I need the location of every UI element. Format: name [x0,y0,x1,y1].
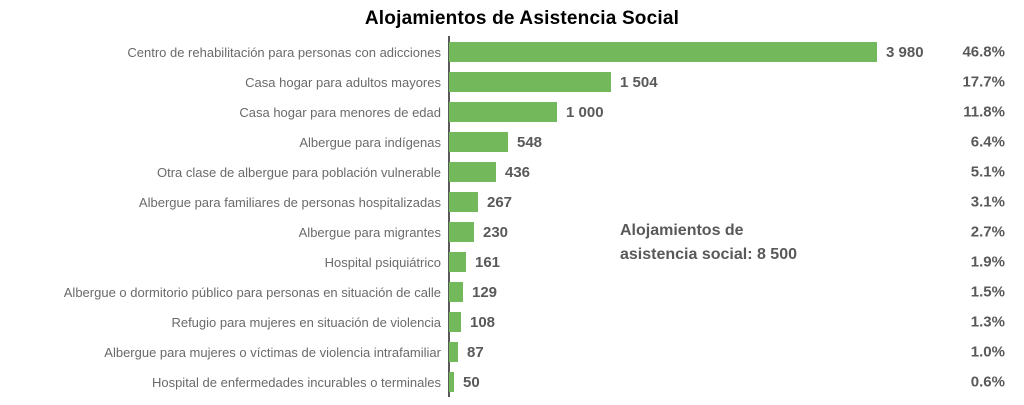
bar [449,252,466,272]
value-label: 267 [487,193,513,211]
category-label: Casa hogar para adultos mayores [245,74,441,90]
percent-label: 1.5% [970,283,1005,301]
category-label: Albergue para familiares de personas hos… [138,194,441,210]
percent-label: 46.8% [962,43,1005,61]
bar-row: Albergue para migrantes 230 2.7% [0,217,1024,247]
bar-row: Centro de rehabilitación para personas c… [0,37,1024,67]
value-label: 87 [467,343,484,361]
bar [449,372,454,392]
percent-label: 11.8% [963,103,1005,121]
value-label: 548 [517,133,543,151]
bar-row: Hospital de enfermedades incurables o te… [0,367,1024,397]
value-label: 1 504 [620,73,658,91]
category-label: Otra clase de albergue para población vu… [156,164,441,180]
bar [449,162,496,182]
bar [449,312,461,332]
percent-label: 5.1% [970,163,1005,181]
y-axis-line [448,36,450,397]
bar-row: Casa hogar para adultos mayores 1 504 17.7… [0,67,1024,97]
total-annotation: Alojamientos de asistencia social: 8 500 [620,219,797,267]
category-label: Hospital de enfermedades incurables o te… [151,374,441,390]
bar [449,72,611,92]
category-label: Albergue para mujeres o víctimas de viol… [104,344,441,360]
bar [449,102,557,122]
value-label: 161 [475,253,501,271]
value-label: 129 [472,283,498,301]
bar-row: Refugio para mujeres en situación de vio… [0,307,1024,337]
bar-rows-container: Centro de rehabilitación para personas c… [0,37,1024,397]
bar [449,192,478,212]
bar [449,222,474,242]
value-label: 50 [463,373,480,391]
total-annotation-line1: Alojamientos de [620,222,744,239]
bar-row: Albergue para familiares de personas hos… [0,187,1024,217]
value-label: 436 [505,163,531,181]
value-label: 108 [470,313,496,331]
bar [449,342,458,362]
chart-title: Alojamientos de Asistencia Social [364,8,680,29]
category-label: Centro de rehabilitación para personas c… [127,44,441,60]
percent-label: 1.3% [970,313,1005,331]
bar [449,42,877,62]
percent-label: 17.7% [962,73,1005,91]
value-label: 3 980 [886,43,924,61]
value-label: 230 [483,223,509,241]
bar-row: Albergue o dormitorio público para perso… [0,277,1024,307]
bar-row: Otra clase de albergue para población vu… [0,157,1024,187]
category-label: Casa hogar para menores de edad [239,104,441,120]
percent-label: 1.0% [970,343,1005,361]
category-label: Albergue para migrantes [298,224,441,240]
bar [449,132,508,152]
bar-row: Hospital psiquiátrico 161 1.9% [0,247,1024,277]
percent-label: 3.1% [970,193,1005,211]
percent-label: 1.9% [970,253,1005,271]
category-label: Hospital psiquiátrico [324,254,441,270]
bar-row: Albergue para mujeres o víctimas de viol… [0,337,1024,367]
category-label: Refugio para mujeres en situación de vio… [171,314,441,330]
percent-label: 2.7% [970,223,1005,241]
category-label: Albergue para indígenas [299,134,441,150]
percent-label: 0.6% [970,373,1005,391]
percent-label: 6.4% [970,133,1005,151]
bar-row: Casa hogar para menores de edad 1 000 11.8… [0,97,1024,127]
bar [449,282,463,302]
bar-row: Albergue para indígenas 548 6.4% [0,127,1024,157]
category-label: Albergue o dormitorio público para perso… [63,284,441,300]
value-label: 1 000 [566,103,604,121]
total-annotation-line2: asistencia social: 8 500 [620,246,797,263]
